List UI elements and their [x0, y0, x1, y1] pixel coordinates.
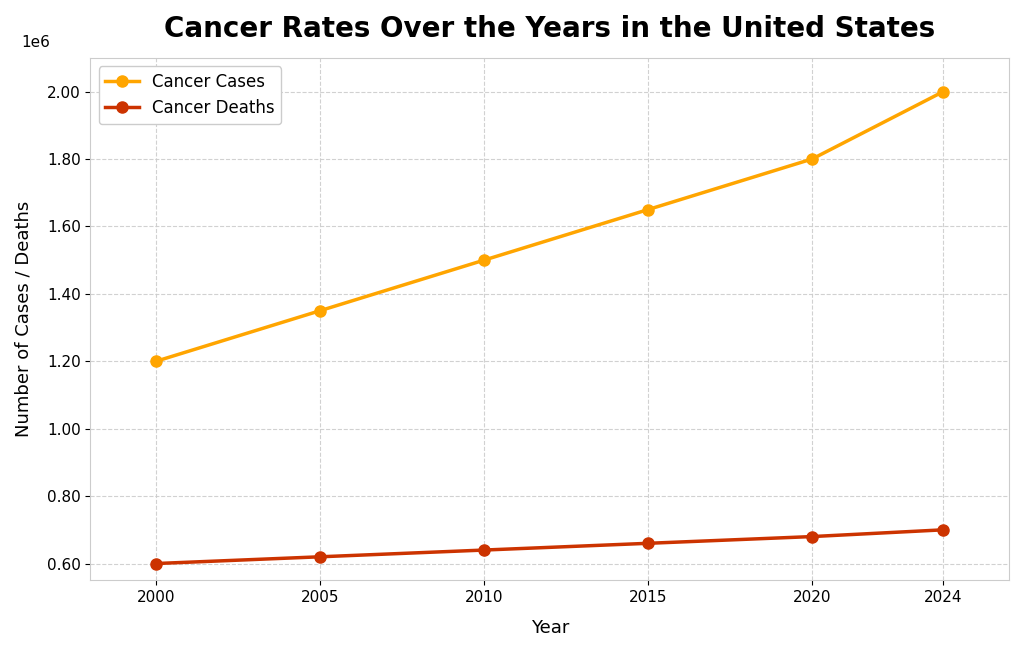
Cancer Cases [642, 205, 654, 213]
Cancer Deaths [642, 539, 654, 547]
Line: Cancer Cases: Cancer Cases [151, 86, 949, 367]
Text: 1e6: 1e6 [22, 35, 50, 50]
Cancer Deaths [314, 553, 327, 561]
X-axis label: Year: Year [530, 619, 569, 637]
Cancer Deaths [150, 559, 162, 567]
Cancer Cases [314, 307, 327, 315]
Cancer Cases [937, 87, 949, 95]
Y-axis label: Number of Cases / Deaths: Number of Cases / Deaths [15, 201, 33, 437]
Legend: Cancer Cases, Cancer Deaths: Cancer Cases, Cancer Deaths [99, 66, 282, 124]
Line: Cancer Deaths: Cancer Deaths [151, 524, 949, 569]
Cancer Deaths [478, 546, 490, 554]
Cancer Cases [478, 256, 490, 264]
Cancer Deaths [806, 533, 818, 541]
Title: Cancer Rates Over the Years in the United States: Cancer Rates Over the Years in the Unite… [164, 15, 935, 43]
Cancer Deaths [937, 526, 949, 534]
Cancer Cases [806, 155, 818, 163]
Cancer Cases [150, 357, 162, 365]
